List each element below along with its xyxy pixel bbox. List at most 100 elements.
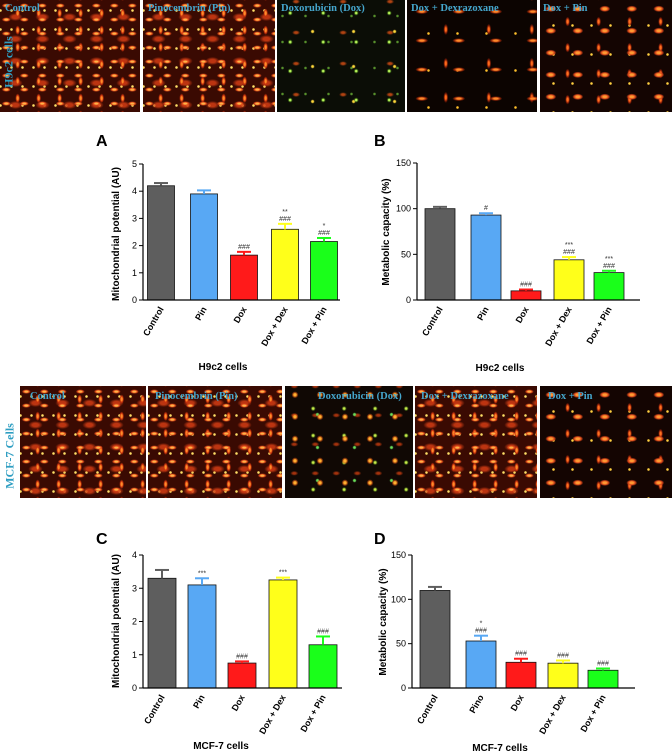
x-tick-label: Pino	[467, 693, 486, 715]
bar-dox-pin	[308, 644, 338, 689]
bar-chart-svg: C *** ### *** ### 0 1 2 3 4 Control Pin Dox Dox + Dex…	[96, 531, 342, 752]
y-tick-label: 5	[132, 159, 137, 169]
x-tick-label: Dox + Dex	[257, 693, 288, 736]
x-tick-label: Dox + Dex	[543, 305, 574, 348]
x-tick-label: Control	[420, 305, 445, 338]
significance-marker: ###	[475, 628, 487, 635]
significance-marker: #	[484, 205, 488, 212]
bar-dox	[505, 661, 537, 689]
micrograph-label: Control	[5, 3, 40, 14]
bar-pino	[465, 640, 497, 689]
micrograph-label: Doxorubicin (Dox)	[281, 3, 365, 14]
micrograph-h9c2-dox-pin	[540, 0, 672, 112]
y-tick-label: 0	[132, 683, 137, 693]
bar-control	[147, 185, 175, 301]
x-tick-label: Dox + Pin	[298, 693, 327, 734]
significance-marker: ###	[563, 249, 575, 256]
bar-dox-pin	[310, 241, 338, 301]
chart-d-metabolic-capacity-mcf7: D ### * ### ### ### 0 50 100 150 Control Pino Dox Dox…	[362, 510, 662, 755]
y-tick-label: 50	[396, 639, 406, 649]
x-tick-label: Dox + Dex	[537, 693, 568, 736]
x-tick-label: Pin	[475, 305, 491, 322]
significance-marker: ###	[236, 653, 248, 660]
micrograph-h9c2-control	[0, 0, 140, 112]
bar-dox-dex	[271, 228, 299, 301]
micrograph-mcf7-pinocembrin	[148, 386, 282, 498]
micrograph-h9c2-pinocembrin	[143, 0, 275, 112]
bar-dox-pin	[587, 669, 619, 689]
y-tick-label: 100	[396, 204, 411, 214]
micrograph-mcf7-dox-pin	[540, 386, 672, 498]
significance-marker: ###	[520, 281, 532, 288]
bar-dox	[510, 290, 542, 301]
significance-marker: **	[282, 209, 288, 216]
panel-letter: D	[374, 531, 386, 548]
y-tick-label: 2	[132, 617, 137, 627]
x-tick-label: Dox + Pin	[584, 305, 613, 346]
bar-dox-dex	[553, 259, 585, 301]
micrograph-h9c2-dox-dexrazoxane	[407, 0, 537, 112]
bar-pin	[470, 214, 502, 301]
y-tick-label: 4	[132, 550, 137, 560]
micrograph-label: Dox + Pin	[543, 3, 588, 14]
significance-marker: *	[323, 223, 326, 230]
y-tick-label: 150	[396, 158, 411, 168]
y-axis-label: Mitochondrial potential (AU)	[111, 167, 122, 301]
significance-marker: ***	[565, 242, 573, 249]
y-tick-label: 1	[132, 268, 137, 278]
bar-control	[424, 208, 456, 301]
significance-marker: ###	[603, 263, 615, 270]
bar-dox-dex	[268, 579, 298, 689]
y-tick-label: 3	[132, 583, 137, 593]
significance-marker: ###	[557, 653, 569, 660]
panel-letter: B	[374, 133, 386, 150]
bar-dox-pin	[593, 272, 625, 301]
bar-dox	[227, 662, 257, 689]
panel-letter: C	[96, 531, 108, 548]
x-tick-label: Dox	[232, 305, 249, 325]
y-tick-label: 0	[406, 295, 411, 305]
x-tick-label: Dox	[514, 305, 531, 325]
micrograph-mcf7-control	[20, 386, 146, 498]
cell-line-label: MCF-7 Cells	[2, 423, 17, 489]
y-tick-label: 4	[132, 186, 137, 196]
micrograph-label: Dox + Dexrazoxane	[411, 3, 499, 14]
cell-line-label: H9c2 cells	[1, 36, 16, 88]
micrograph-label: Doxorubicin (Dox)	[318, 391, 402, 402]
significance-marker: *	[480, 621, 483, 628]
bar-control	[419, 590, 451, 689]
chart-c-mitochondrial-potential-mcf7: C *** ### *** ### 0 1 2 3 4 Control Pin Dox Dox + Dex…	[86, 510, 352, 755]
significance-marker: ###	[279, 216, 291, 223]
x-axis-label: MCF-7 cells	[193, 741, 249, 752]
significance-marker: ***	[279, 570, 287, 577]
micrograph-label: Dox + Dexrazoxane	[421, 391, 509, 402]
bar-dox	[230, 254, 258, 301]
micrograph-mcf7-dox-dexrazoxane	[415, 386, 537, 498]
x-tick-label: Dox	[230, 693, 247, 713]
micrograph-mcf7-doxorubicin	[285, 386, 413, 498]
x-axis-label: MCF-7 cells	[472, 743, 528, 754]
significance-marker: ***	[198, 570, 206, 577]
panel-letter: A	[96, 133, 108, 150]
x-tick-label: Control	[142, 693, 167, 726]
y-axis-label: Mitochondrial potential (AU)	[111, 554, 122, 688]
significance-marker: ***	[605, 256, 613, 263]
x-tick-label: Pin	[191, 693, 207, 710]
micrograph-label: Pinocembrin (Pin)	[155, 391, 238, 402]
significance-marker: ###	[597, 660, 609, 667]
x-axis-label: H9c2 cells	[199, 362, 248, 373]
x-tick-label: Dox + Pin	[578, 693, 607, 734]
significance-marker: ###	[317, 628, 329, 635]
chart-a-mitochondrial-potential-h9c2: A ### ### ** ### * 0 1 2 3 4 5 Control Pin Dox Dox + De…	[86, 118, 352, 380]
x-tick-label: Dox + Pin	[299, 305, 328, 346]
y-tick-label: 2	[132, 241, 137, 251]
y-tick-label: 0	[132, 295, 137, 305]
x-tick-label: Dox	[509, 693, 526, 713]
y-axis-label: Metabolic capacity (%)	[378, 568, 389, 675]
bar-pin	[190, 193, 218, 301]
significance-marker: ###	[515, 651, 527, 658]
x-tick-label: Dox + Dex	[259, 305, 290, 348]
